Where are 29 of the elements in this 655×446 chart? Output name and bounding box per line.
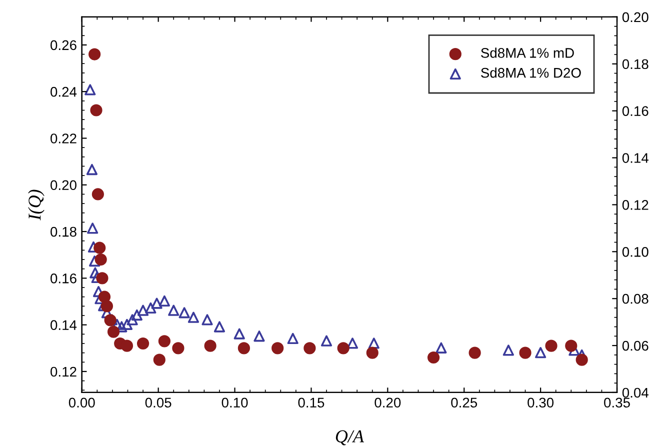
x-tick-label: 0.15 bbox=[298, 398, 324, 408]
y-tick-label: 0.24 bbox=[50, 86, 77, 97]
y-tick-label: 0.16 bbox=[50, 274, 76, 284]
y2-tick-label: 0.08 bbox=[622, 294, 648, 304]
y-axis-title: I(Q) bbox=[28, 190, 44, 220]
y2-tick-label: 0.16 bbox=[622, 106, 648, 116]
y-tick-label: 0.14 bbox=[50, 320, 77, 330]
x-axis-title: Q/A bbox=[336, 430, 364, 446]
legend-label: Sd8MA 1% mD bbox=[481, 48, 574, 58]
legend-label: Sd8MA 1% D2O bbox=[481, 68, 581, 78]
y-tick-label: 0.26 bbox=[50, 40, 76, 50]
x-tick-label: 0.25 bbox=[451, 398, 478, 408]
y2-tick-label: 0.18 bbox=[622, 59, 648, 70]
y2-tick-label: 0.14 bbox=[622, 153, 648, 163]
x-tick-label: 0.20 bbox=[374, 398, 401, 408]
x-tick-label: 0.30 bbox=[528, 398, 554, 408]
y2-tick-label: 0.06 bbox=[622, 340, 648, 351]
y-tick-label: 0.22 bbox=[50, 134, 76, 144]
y2-tick-label: 0.04 bbox=[622, 388, 648, 398]
y2-tick-label: 0.10 bbox=[622, 246, 648, 257]
y2-tick-label: 0.12 bbox=[622, 200, 648, 210]
x-tick-label: 0.05 bbox=[145, 398, 172, 408]
y-tick-label: 0.18 bbox=[50, 226, 76, 237]
x-tick-label: 0.10 bbox=[222, 398, 248, 408]
y-tick-label: 0.20 bbox=[50, 180, 76, 190]
x-tick-label: 0.00 bbox=[68, 398, 95, 408]
y2-tick-label: 0.20 bbox=[622, 12, 648, 22]
y-tick-label: 0.12 bbox=[50, 366, 76, 377]
x-tick-label: 0.35 bbox=[604, 398, 630, 408]
